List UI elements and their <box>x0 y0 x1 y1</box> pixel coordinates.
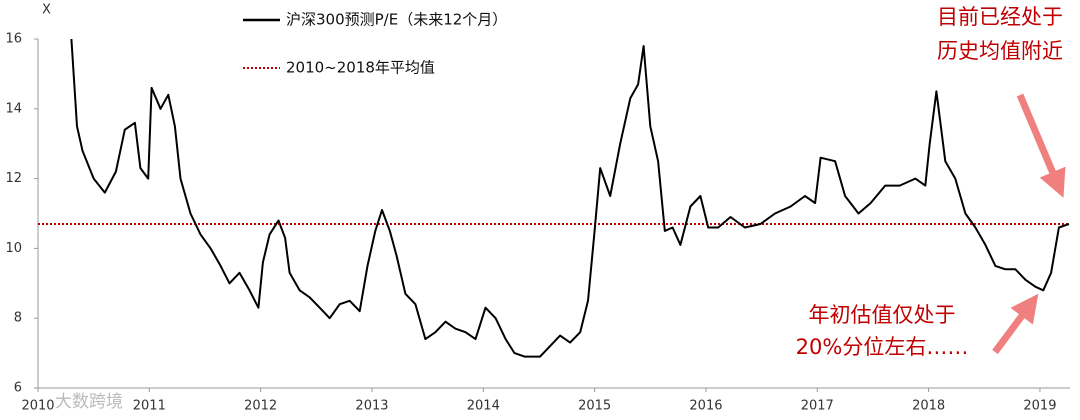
annotation: 目前已经处于 <box>937 5 1063 29</box>
x-tick-label: 2014 <box>467 399 500 414</box>
y-tick-label: 6 <box>14 381 22 396</box>
y-tick-label: 10 <box>5 241 22 256</box>
y-tick-label: 8 <box>14 311 22 326</box>
x-tick-label: 2018 <box>912 399 945 414</box>
series-line <box>70 38 1070 358</box>
x-tick-label: 2013 <box>355 399 388 414</box>
x-tick-label: 2011 <box>133 399 166 414</box>
watermark: 大数跨境 <box>55 392 123 412</box>
y-tick-label: 12 <box>5 171 22 186</box>
annotation: 年初估值仅处于 <box>809 303 956 327</box>
annotation: 历史均值附近 <box>937 39 1063 63</box>
x-tick-label: 2016 <box>689 399 722 414</box>
y-tick-label: 16 <box>5 32 22 47</box>
annotation: 20%分位左右…… <box>796 335 969 359</box>
arrow <box>1016 93 1066 198</box>
x-tick-label: 2015 <box>578 399 611 414</box>
x-tick-label: 2019 <box>1023 399 1056 414</box>
x-tick-label: 2010 <box>21 399 54 414</box>
legend-label: 沪深300预测P/E（未来12个月） <box>286 11 507 29</box>
legend-label: 2010~2018年平均值 <box>286 59 435 77</box>
x-tick-label: 2012 <box>244 399 277 414</box>
y-axis-label: X <box>42 3 51 18</box>
y-tick-label: 14 <box>5 101 22 116</box>
x-tick-label: 2017 <box>801 399 834 414</box>
arrow <box>992 293 1039 355</box>
